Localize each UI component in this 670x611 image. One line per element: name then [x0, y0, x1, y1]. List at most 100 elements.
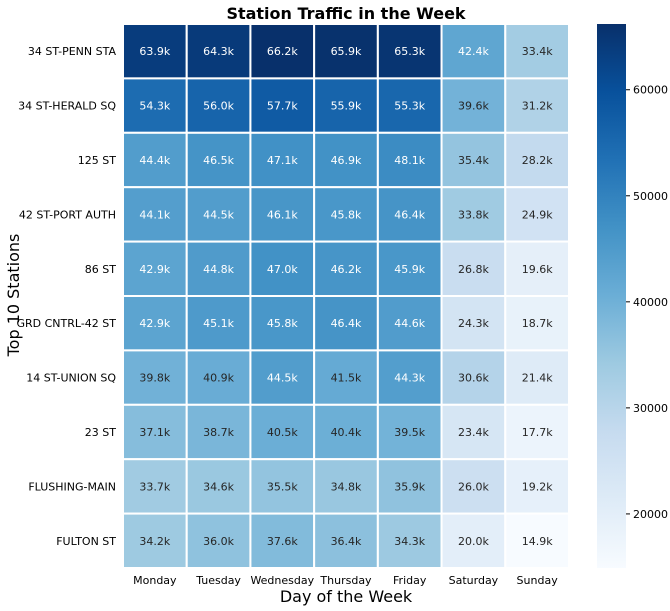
cell-value-label: 44.1k: [139, 208, 170, 221]
cell-value-label: 20.0k: [458, 535, 489, 548]
cell-value-label: 46.9k: [331, 154, 362, 167]
heatmap-cell: [122, 240, 188, 298]
heatmap-cell: [313, 403, 379, 461]
cell-value-label: 35.9k: [394, 480, 425, 493]
cell-value-label: 36.0k: [203, 535, 234, 548]
colorbar-tick-label: 40000: [633, 296, 668, 309]
heatmap-cells: 63.9k 64.3k 66.2k 65.9k 65.3k 42.4k 33.4k 54.3k…: [122, 23, 570, 569]
heatmap-cell: [504, 295, 570, 352]
cell-value-label: 46.1k: [267, 208, 298, 221]
cell-value-label: 65.9k: [331, 45, 362, 58]
heatmap-cell: [440, 131, 507, 189]
heatmap-cell: [249, 512, 316, 569]
cell-value-label: 46.2k: [331, 263, 362, 276]
cell-value-label: 33.8k: [458, 208, 489, 221]
cell-value-label: 57.7k: [267, 100, 298, 113]
heatmap-cell: [313, 349, 379, 406]
cell-value-label: 14.9k: [522, 535, 553, 548]
heatmap-cell: [440, 512, 507, 569]
cell-value-label: 18.7k: [522, 317, 553, 330]
cell-value-label: 28.2k: [522, 154, 553, 167]
cell-value-label: 37.1k: [139, 426, 170, 439]
cell-value-label: 35.4k: [458, 154, 489, 167]
x-tick-label: Sunday: [517, 574, 559, 587]
cell-value-label: 24.9k: [522, 208, 553, 221]
cell-value-label: 64.3k: [203, 45, 234, 58]
y-tick-label: 34 ST-HERALD SQ: [18, 100, 116, 113]
cell-value-label: 34.6k: [203, 480, 234, 493]
heatmap-cell: [376, 349, 443, 406]
cell-value-label: 46.4k: [331, 317, 362, 330]
cell-value-label: 45.1k: [203, 317, 234, 330]
cell-value-label: 38.7k: [203, 426, 234, 439]
colorbar-ticks: 20000 30000 40000 50000 60000: [626, 84, 668, 521]
heatmap-cell: [185, 403, 252, 461]
cell-value-label: 44.3k: [394, 372, 425, 385]
y-tick-label: 125 ST: [78, 154, 116, 167]
x-tick-label: Wednesday: [250, 574, 314, 587]
cell-value-label: 44.4k: [139, 154, 170, 167]
cell-value-label: 45.8k: [267, 317, 298, 330]
cell-value-label: 56.0k: [203, 100, 234, 113]
heatmap-cell: [249, 458, 316, 515]
heatmap-cell: [376, 77, 443, 134]
cell-value-label: 39.6k: [458, 100, 489, 113]
cell-value-label: 44.8k: [203, 263, 234, 276]
cell-value-label: 41.5k: [331, 372, 362, 385]
cell-value-label: 19.2k: [522, 480, 553, 493]
heatmap-cell: [376, 131, 443, 189]
heatmap-cell: [376, 458, 443, 515]
cell-value-label: 33.7k: [139, 480, 170, 493]
x-tick-label: Saturday: [449, 574, 499, 587]
heatmap-cell: [504, 349, 570, 406]
cell-value-label: 47.0k: [267, 263, 298, 276]
heatmap-cell: [440, 23, 507, 80]
cell-value-label: 46.5k: [203, 154, 234, 167]
cell-value-label: 44.6k: [394, 317, 425, 330]
colorbar-tick-label: 60000: [633, 84, 668, 97]
cell-value-label: 23.4k: [458, 426, 489, 439]
cell-value-label: 34.2k: [139, 535, 170, 548]
y-tick-label: 23 ST: [85, 426, 116, 439]
heatmap-cell: [249, 77, 316, 134]
cell-value-label: 17.7k: [522, 426, 553, 439]
heatmap-cell: [440, 349, 507, 406]
x-tick-label: Monday: [133, 574, 177, 587]
y-tick-label: GRD CNTRL-42 ST: [16, 317, 116, 330]
heatmap-cell: [122, 186, 188, 243]
x-axis-label: Day of the Week: [280, 587, 413, 606]
y-tick-labels: 34 ST-PENN STA 34 ST-HERALD SQ 125 ST 42 ST…: [16, 45, 116, 548]
heatmap-cell: [376, 403, 443, 461]
heatmap-cell: [504, 131, 570, 189]
cell-value-label: 40.9k: [203, 372, 234, 385]
heatmap-cell: [504, 403, 570, 461]
cell-value-label: 26.0k: [458, 480, 489, 493]
colorbar-tick-label: 20000: [633, 508, 668, 521]
heatmap-cell: [249, 349, 316, 406]
heatmap-cell: [122, 403, 188, 461]
colorbar-tick-label: 30000: [633, 402, 668, 415]
cell-value-label: 31.2k: [522, 100, 553, 113]
chart-title: Station Traffic in the Week: [226, 4, 465, 23]
cell-value-label: 65.3k: [394, 45, 425, 58]
y-axis-label: Top 10 Stations: [4, 234, 23, 358]
cell-value-label: 48.1k: [394, 154, 425, 167]
heatmap-cell: [249, 240, 316, 298]
colorbar-tick-label: 50000: [633, 190, 668, 203]
cell-value-label: 21.4k: [522, 372, 553, 385]
cell-value-label: 44.5k: [203, 208, 234, 221]
cell-value-label: 42.9k: [139, 317, 170, 330]
y-tick-label: 34 ST-PENN STA: [28, 45, 117, 58]
cell-value-label: 44.5k: [267, 372, 298, 385]
heatmap-cell: [122, 295, 188, 352]
cell-value-label: 26.8k: [458, 263, 489, 276]
heatmap-cell: [504, 512, 570, 569]
cell-value-label: 40.5k: [267, 426, 298, 439]
heatmap-cell: [185, 186, 252, 243]
x-tick-labels: Monday Tuesday Wednesday Thursday Friday Satu…: [133, 574, 558, 587]
heatmap-cell: [122, 23, 188, 80]
cell-value-label: 47.1k: [267, 154, 298, 167]
cell-value-label: 34.8k: [331, 480, 362, 493]
cell-value-label: 33.4k: [522, 45, 553, 58]
